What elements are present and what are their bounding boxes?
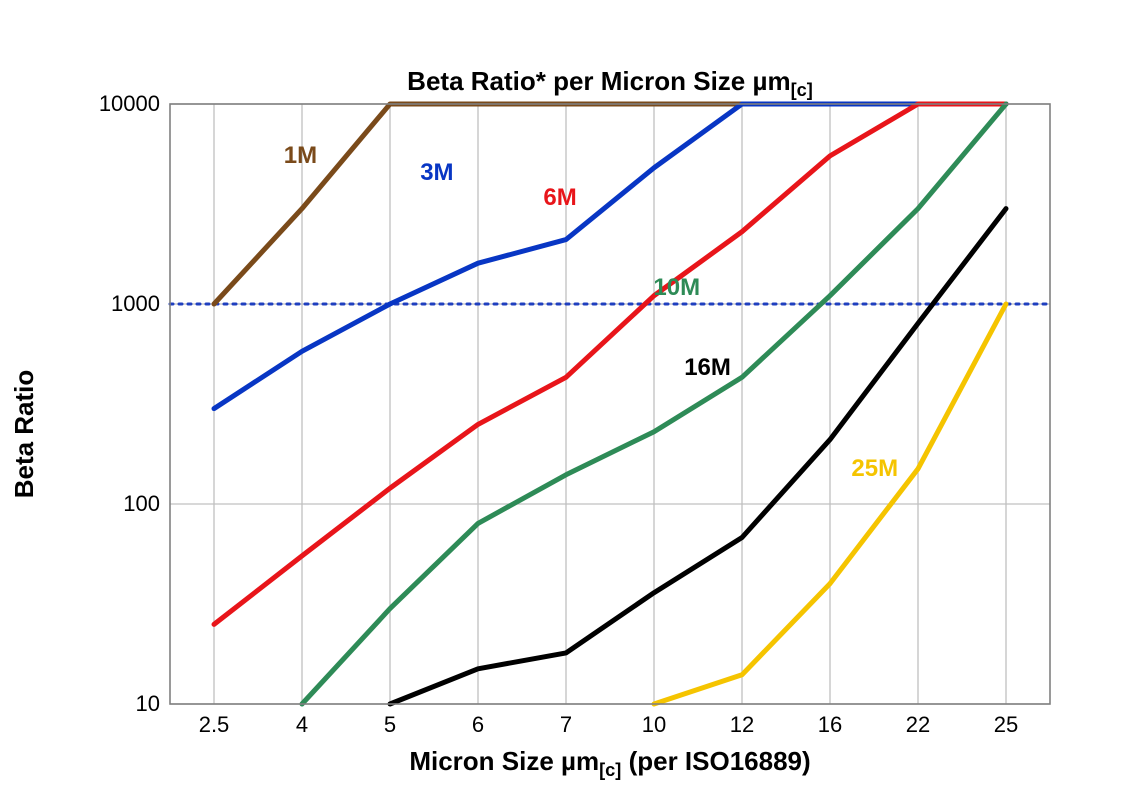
x-axis-label-sub: [c] — [599, 760, 621, 780]
beta-ratio-chart — [0, 0, 1124, 804]
series-label-3M: 3M — [420, 159, 453, 187]
x-tick-label: 25 — [966, 712, 1046, 738]
x-tick-label: 4 — [262, 712, 342, 738]
chart-title: Beta Ratio* per Micron Size µm[c] — [170, 66, 1050, 101]
y-tick-label: 10 — [136, 691, 160, 717]
x-tick-label: 12 — [702, 712, 782, 738]
series-label-10M: 10M — [653, 274, 700, 302]
y-tick-label: 100 — [123, 491, 160, 517]
y-tick-label: 1000 — [111, 291, 160, 317]
x-axis-label: Micron Size µm[c] (per ISO16889) — [170, 746, 1050, 781]
x-tick-label: 5 — [350, 712, 430, 738]
y-axis-label: Beta Ratio — [9, 224, 40, 644]
x-tick-label: 2.5 — [174, 712, 254, 738]
x-tick-label: 16 — [790, 712, 870, 738]
title-subscript: [c] — [791, 80, 813, 100]
x-axis-label-post: (per ISO16889) — [621, 746, 810, 776]
x-tick-label: 6 — [438, 712, 518, 738]
series-label-1M: 1M — [284, 142, 317, 170]
y-axis-label-text: Beta Ratio — [9, 370, 39, 499]
y-tick-label: 10000 — [99, 91, 160, 117]
x-axis-label-pre: Micron Size µm — [409, 746, 599, 776]
series-label-6M: 6M — [543, 184, 576, 212]
x-tick-label: 22 — [878, 712, 958, 738]
x-tick-label: 10 — [614, 712, 694, 738]
series-label-25M: 25M — [851, 455, 898, 483]
series-label-16M: 16M — [684, 354, 731, 382]
title-text: Beta Ratio* per Micron Size µm — [407, 66, 790, 96]
x-tick-label: 7 — [526, 712, 606, 738]
